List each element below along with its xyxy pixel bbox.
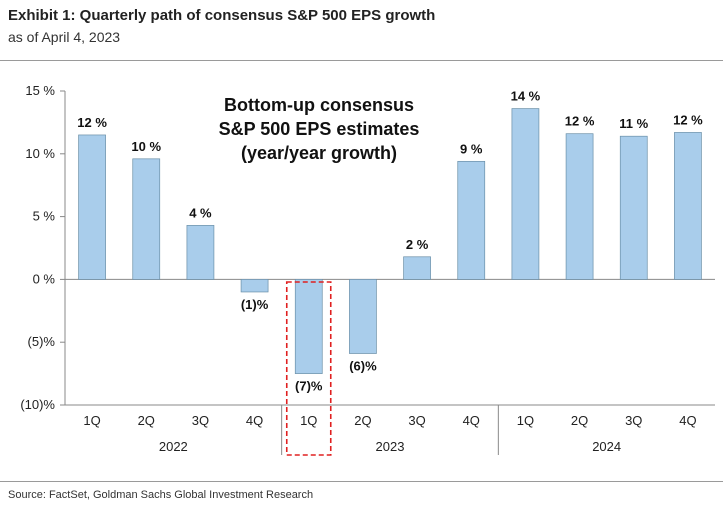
category-label: 4Q [679, 413, 696, 428]
year-label: 2023 [376, 439, 405, 454]
bottom-divider [0, 481, 723, 482]
data-label: 14 % [511, 89, 541, 104]
annotation-line: S&P 500 EPS estimates [219, 119, 420, 139]
category-label: 4Q [246, 413, 263, 428]
bar [619, 135, 648, 280]
y-tick-label: (5)% [28, 334, 56, 349]
bar-layer [78, 108, 702, 374]
bar [565, 133, 594, 280]
data-label: 9 % [460, 141, 483, 156]
bar-chart: 15 % 10 % 5 % 0 % (5)% (10)% 2022 2023 2024 12 %… [20, 83, 715, 456]
bar [403, 256, 431, 280]
chart-subtitle: as of April 4, 2023 [8, 29, 121, 45]
y-tick-label: 10 % [25, 146, 55, 161]
year-label: 2024 [592, 439, 621, 454]
highlight-box [285, 281, 332, 456]
y-tick-label: (10)% [20, 397, 55, 412]
chart-title: Exhibit 1: Quarterly path of consensus S… [8, 7, 436, 24]
data-label: 12 % [77, 115, 107, 130]
data-label: 4 % [189, 205, 212, 220]
label-layer: 12 % 1Q 10 % 2Q 4 % 3Q (1)% 4Q (7)% 1Q (6)% 2Q 2 % 3Q… [77, 89, 703, 456]
bar [674, 132, 702, 280]
category-label: 4Q [463, 413, 480, 428]
category-label: 1Q [83, 413, 100, 428]
data-label: 12 % [565, 114, 595, 129]
data-label: (6)% [349, 359, 377, 374]
top-divider [0, 60, 723, 61]
data-label: 10 % [131, 139, 161, 154]
year-label: 2022 [159, 439, 188, 454]
bar [349, 279, 377, 354]
category-label: 1Q [300, 413, 317, 428]
category-label: 1Q [517, 413, 534, 428]
y-tick-label: 5 % [33, 209, 56, 224]
bar [186, 225, 215, 280]
bar [511, 108, 540, 280]
bar [294, 279, 323, 374]
data-label: 2 % [406, 237, 429, 252]
bar [240, 279, 269, 293]
bar [132, 158, 161, 280]
y-tick-label: 15 % [25, 83, 55, 98]
category-label: 2Q [138, 413, 155, 428]
category-label: 3Q [408, 413, 425, 428]
bar [457, 160, 486, 280]
bar [78, 134, 106, 280]
y-tick-label: 0 % [33, 271, 56, 286]
data-label: 11 % [619, 116, 648, 131]
annotation-line: Bottom-up consensus [224, 95, 414, 115]
axis-layer: 15 % 10 % 5 % 0 % (5)% (10)% 2022 2023 2024 [20, 83, 715, 455]
source-note: Source: FactSet, Goldman Sachs Global In… [8, 489, 314, 501]
category-label: 3Q [625, 413, 642, 428]
chart-annotation: Bottom-up consensus S&P 500 EPS estimates… [219, 95, 420, 163]
data-label: 12 % [673, 112, 703, 127]
data-label: (1)% [241, 297, 269, 312]
category-label: 3Q [192, 413, 209, 428]
data-label: (7)% [295, 379, 323, 394]
category-label: 2Q [354, 413, 371, 428]
annotation-line: (year/year growth) [241, 143, 397, 163]
category-label: 2Q [571, 413, 588, 428]
